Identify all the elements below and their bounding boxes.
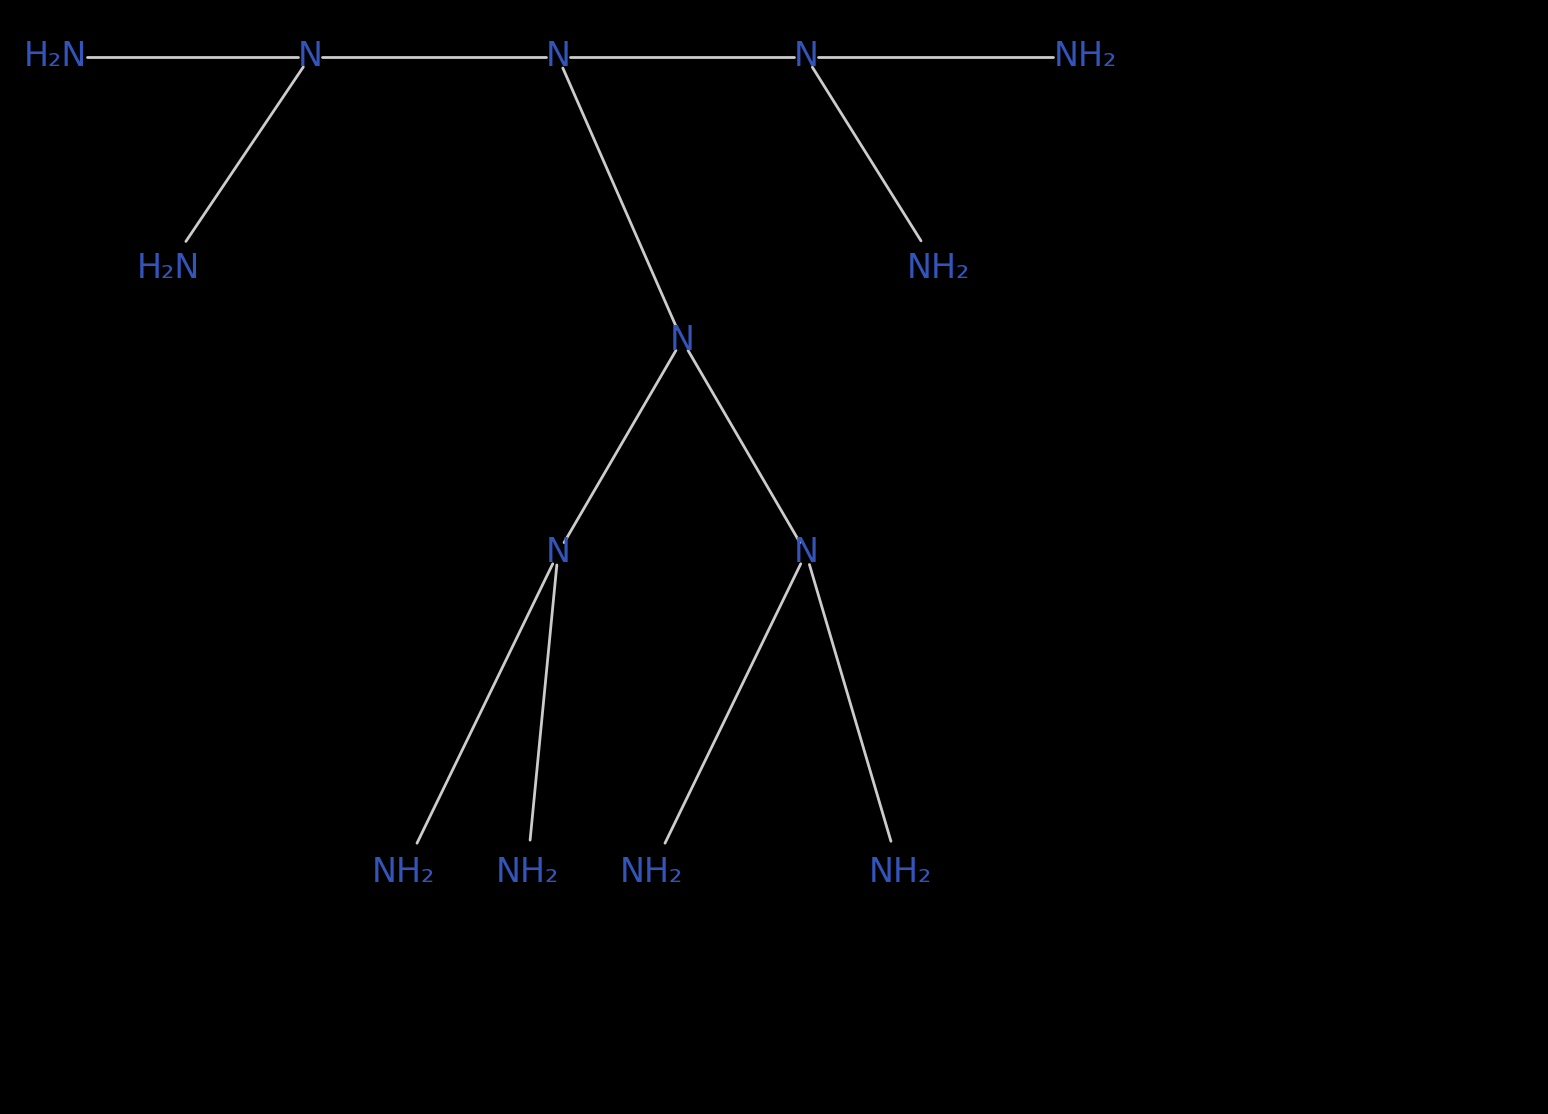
Text: N: N	[297, 40, 322, 74]
Text: NH₂: NH₂	[868, 856, 932, 889]
Text: N: N	[794, 40, 819, 74]
Text: NH₂: NH₂	[1053, 40, 1116, 74]
Text: N: N	[794, 537, 819, 569]
Text: N: N	[669, 323, 695, 356]
Text: NH₂: NH₂	[906, 252, 969, 284]
Text: NH₂: NH₂	[372, 856, 435, 889]
Text: H₂N: H₂N	[136, 252, 200, 284]
Text: N: N	[545, 40, 571, 74]
Text: H₂N: H₂N	[23, 40, 87, 74]
Text: NH₂: NH₂	[495, 856, 559, 889]
Text: N: N	[545, 537, 571, 569]
Text: NH₂: NH₂	[619, 856, 683, 889]
